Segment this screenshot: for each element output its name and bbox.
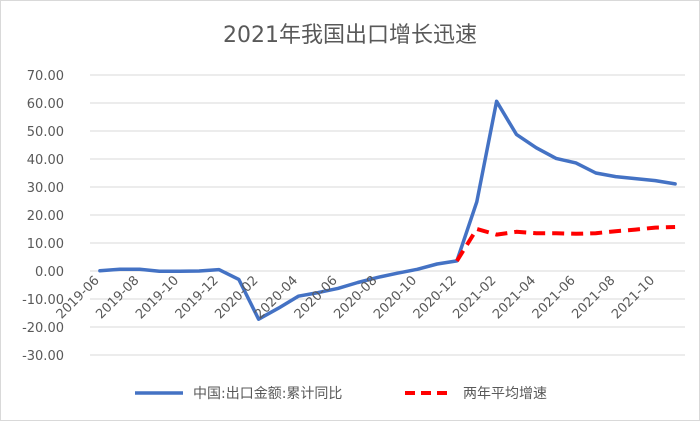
y-tick-label: -10.00 [22, 293, 64, 308]
y-tick-label: 60.00 [27, 97, 64, 112]
y-axis-ticks: 70.00 60.00 50.00 40.00 30.00 20.00 10.00 0.00 -… [22, 69, 64, 364]
gridlines [90, 74, 685, 356]
y-tick-label: -30.00 [22, 349, 64, 364]
legend: 中国:出口金额:累计同比 两年平均增速 [135, 386, 547, 402]
y-tick-label: 0.00 [35, 265, 64, 280]
x-tick-label: 2021-10 [609, 273, 658, 322]
y-tick-label: 50.00 [27, 125, 64, 140]
y-tick-label: 20.00 [27, 209, 64, 224]
y-tick-label: 70.00 [27, 69, 64, 84]
legend-label-two-year-average: 两年平均增速 [463, 386, 547, 402]
legend-label-export-growth: 中国:出口金额:累计同比 [193, 386, 342, 402]
y-tick-label: 30.00 [27, 181, 64, 196]
y-tick-label: -20.00 [22, 321, 64, 336]
series-line-1 [455, 225, 676, 262]
x-axis-ticks: 2019-062019-082019-102019-122020-022020-… [54, 273, 658, 322]
chart-title: 2021年我国出口增长迅速 [223, 23, 477, 48]
series-lines [98, 99, 677, 321]
y-tick-label: 40.00 [27, 153, 64, 168]
y-tick-label: 10.00 [27, 237, 64, 252]
series-line-0 [98, 99, 677, 321]
